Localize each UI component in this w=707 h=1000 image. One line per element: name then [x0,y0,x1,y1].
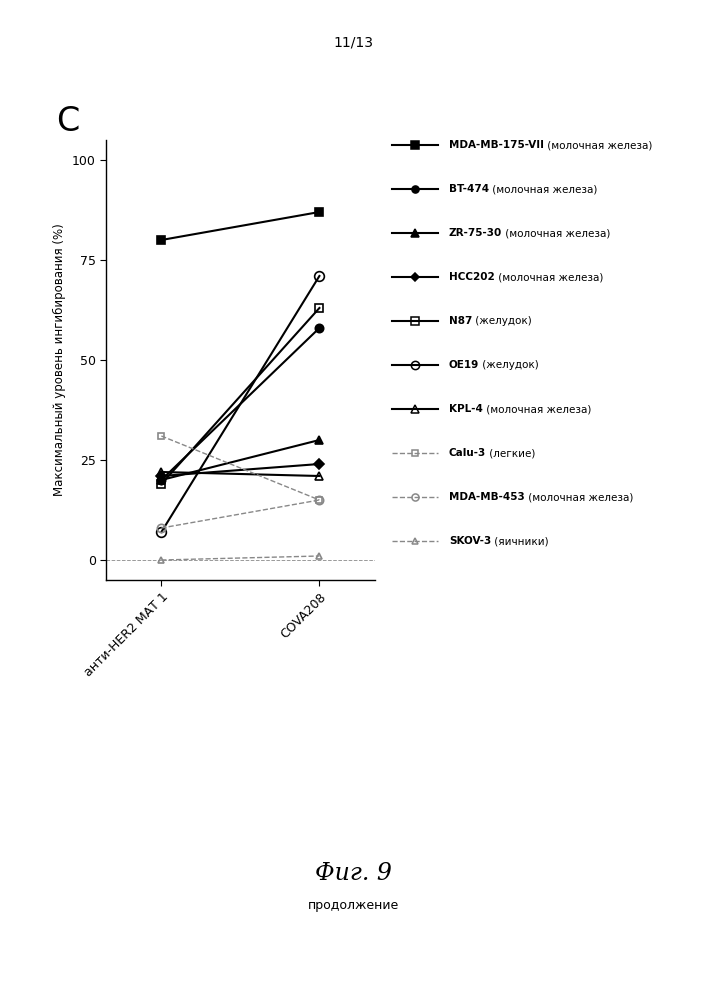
Text: (желудок): (желудок) [472,316,532,326]
Text: Фиг. 9: Фиг. 9 [315,862,392,885]
Y-axis label: Максимальный уровень ингибирования (%): Максимальный уровень ингибирования (%) [53,224,66,496]
Text: SKOV-3: SKOV-3 [449,536,491,546]
Text: (яичники): (яичники) [491,536,549,546]
Text: (молочная железа): (молочная железа) [544,140,653,150]
Text: BT-474: BT-474 [449,184,489,194]
Text: (молочная железа): (молочная железа) [489,184,597,194]
Text: N87: N87 [449,316,472,326]
Text: HCC202: HCC202 [449,272,495,282]
Text: Calu-3: Calu-3 [449,448,486,458]
Text: (желудок): (желудок) [479,360,539,370]
Text: (молочная железа): (молочная железа) [502,228,611,238]
Text: ZR-75-30: ZR-75-30 [449,228,502,238]
Text: 11/13: 11/13 [334,35,373,49]
Text: OE19: OE19 [449,360,479,370]
Text: MDA-MB-453: MDA-MB-453 [449,492,525,502]
Text: (молочная железа): (молочная железа) [525,492,633,502]
Text: C: C [57,105,80,138]
Text: (молочная железа): (молочная железа) [483,404,591,414]
Text: (легкие): (легкие) [486,448,536,458]
Text: (молочная железа): (молочная железа) [495,272,603,282]
Text: продолжение: продолжение [308,899,399,912]
Text: MDA-MB-175-VII: MDA-MB-175-VII [449,140,544,150]
Text: KPL-4: KPL-4 [449,404,483,414]
